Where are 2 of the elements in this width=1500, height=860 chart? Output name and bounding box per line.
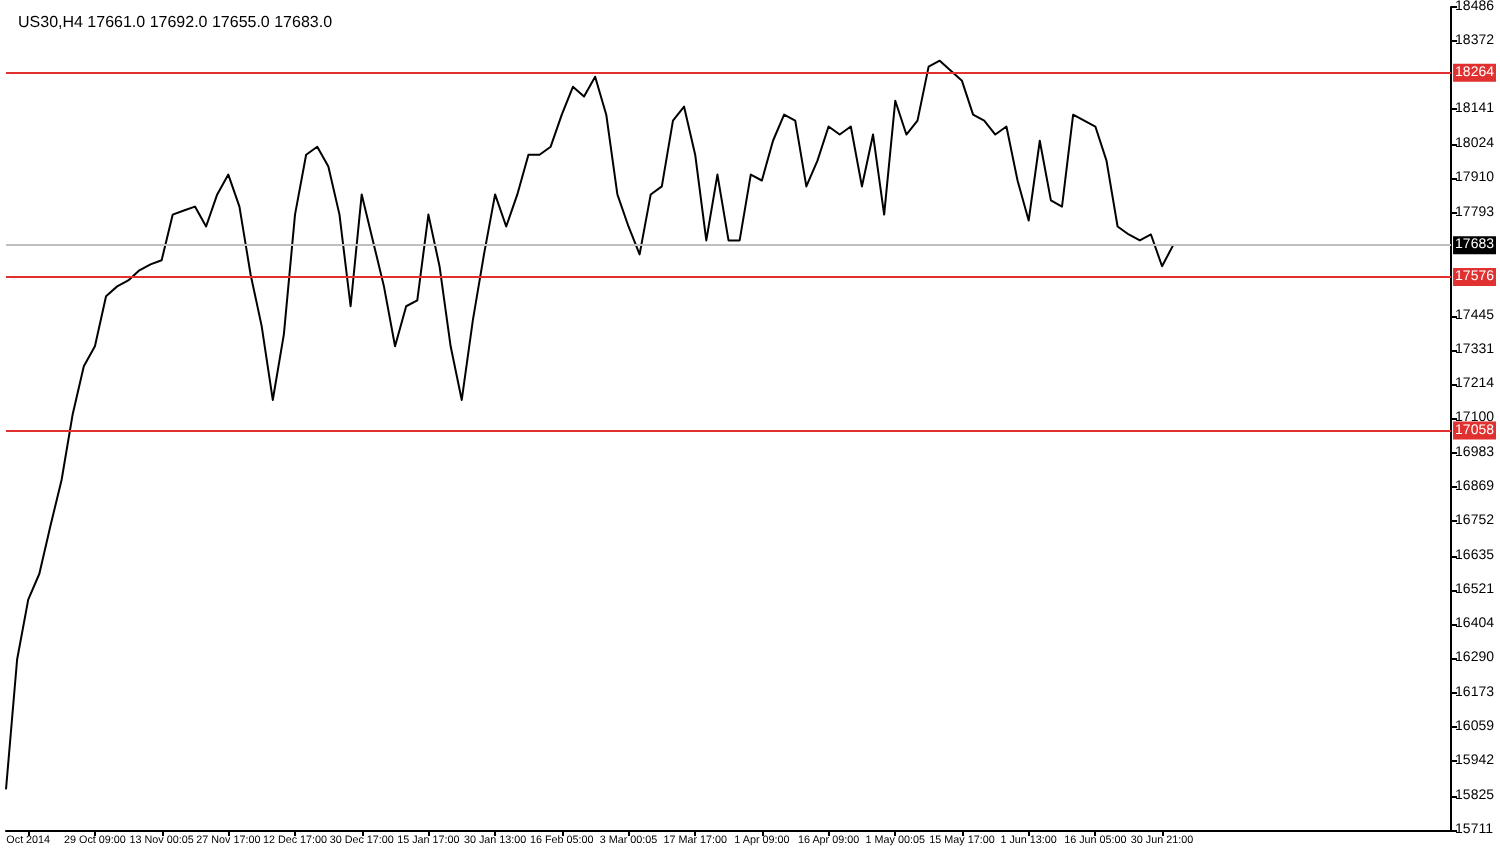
chart-title: US30,H4 17661.0 17692.0 17655.0 17683.0 bbox=[18, 13, 334, 31]
line-series bbox=[5, 59, 1175, 791]
